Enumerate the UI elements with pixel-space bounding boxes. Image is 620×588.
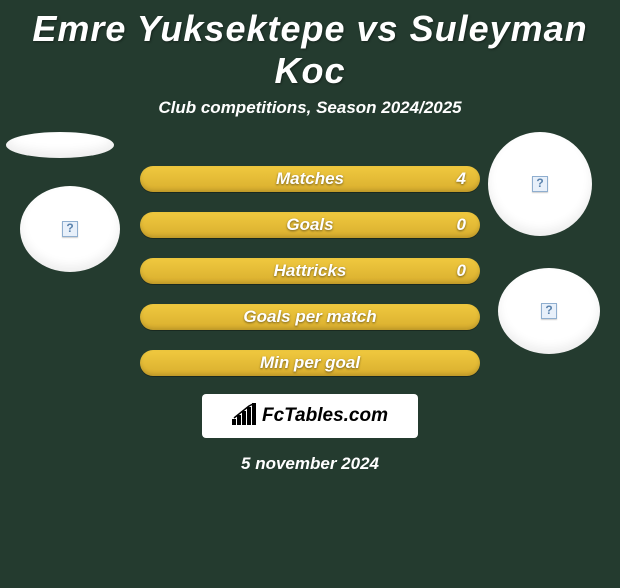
decorative-circle-top-right (488, 132, 592, 236)
placeholder-icon (541, 303, 557, 319)
stat-value: 0 (457, 215, 466, 235)
placeholder-icon (532, 176, 548, 192)
stat-row-hattricks: Hattricks 0 (140, 258, 480, 284)
stat-label: Goals (286, 215, 333, 235)
stat-row-goals-per-match: Goals per match (140, 304, 480, 330)
date: 5 november 2024 (0, 454, 620, 474)
decorative-ellipse-top-left (6, 132, 114, 158)
decorative-circle-bottom-right (498, 268, 600, 354)
stat-value: 0 (457, 261, 466, 281)
bars-icon (232, 403, 258, 430)
stat-label: Goals per match (243, 307, 376, 327)
stats-container: Matches 4 Goals 0 Hattricks 0 Goals per … (140, 166, 480, 376)
page-title: Emre Yuksektepe vs Suleyman Koc (0, 8, 620, 92)
subtitle: Club competitions, Season 2024/2025 (0, 98, 620, 118)
attribution-badge: FcTables.com (202, 394, 418, 438)
attribution-text: FcTables.com (262, 405, 388, 427)
stat-label: Hattricks (274, 261, 347, 281)
decorative-circle-left (20, 186, 120, 272)
stat-value: 4 (457, 169, 466, 189)
stat-row-matches: Matches 4 (140, 166, 480, 192)
stat-row-goals: Goals 0 (140, 212, 480, 238)
placeholder-icon (62, 221, 78, 237)
stat-label: Matches (276, 169, 344, 189)
stat-label: Min per goal (260, 353, 360, 373)
stat-row-min-per-goal: Min per goal (140, 350, 480, 376)
